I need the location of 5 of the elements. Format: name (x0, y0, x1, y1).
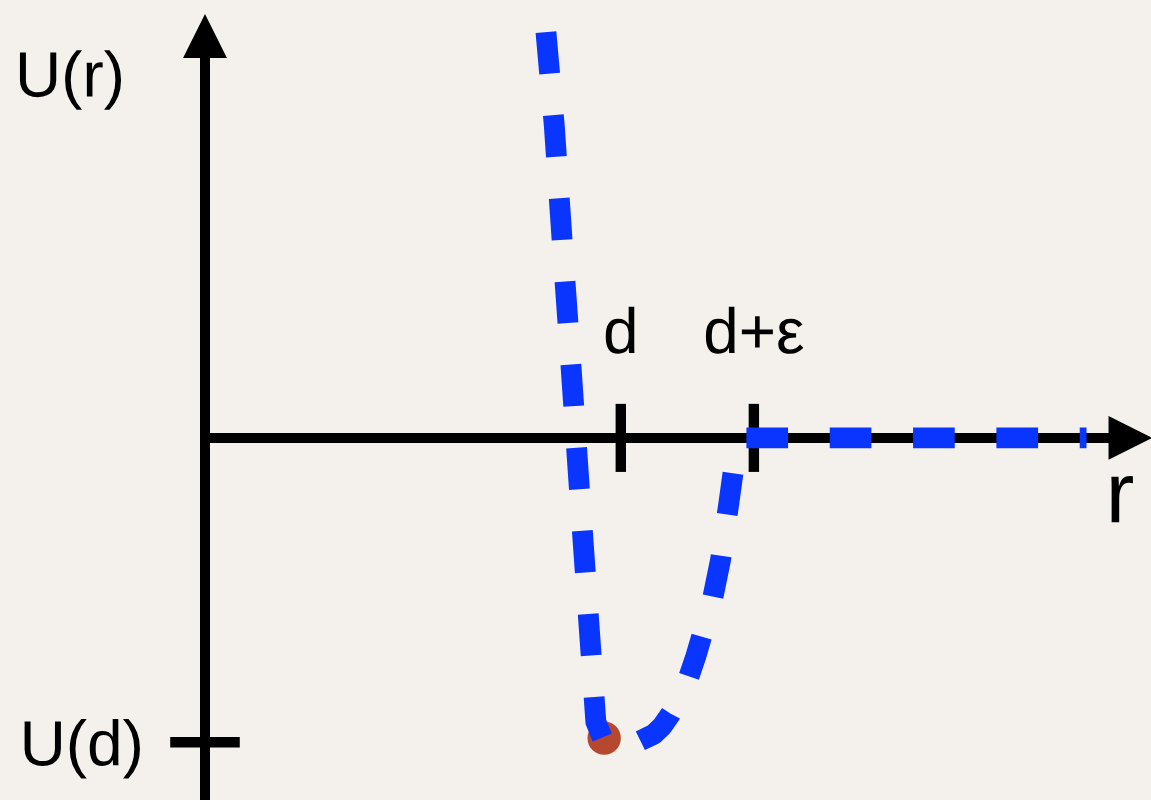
x-tick-label: d+ε (705, 306, 804, 354)
x-tick-label: d (605, 306, 635, 354)
y-axis-title: U(r) (19, 50, 122, 110)
text: U(d) (24, 719, 140, 779)
x-axis-title: r (1111, 475, 1133, 523)
